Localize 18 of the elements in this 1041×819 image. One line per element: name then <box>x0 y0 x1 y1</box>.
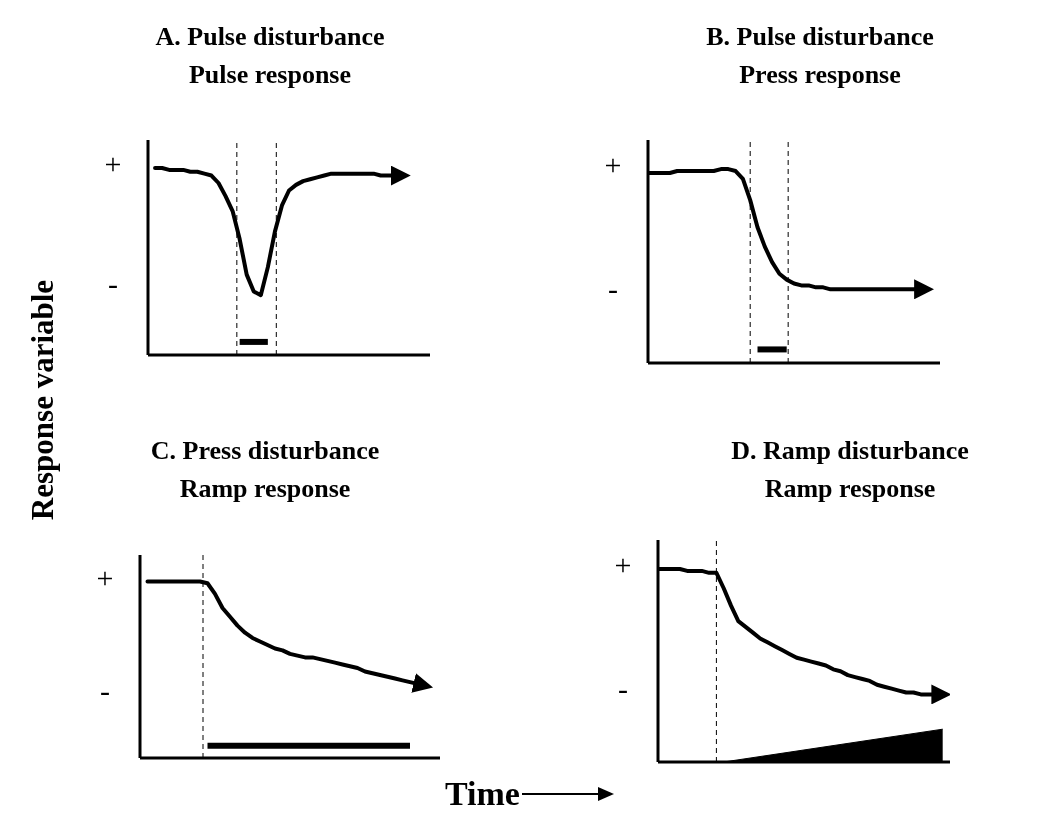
text: - <box>107 265 119 302</box>
chart-title: A. Pulse disturbance <box>154 21 386 53</box>
text: - <box>99 672 111 709</box>
text: + <box>613 547 633 584</box>
text: + <box>603 147 623 184</box>
chart-subtitle: Pulse response <box>188 59 352 91</box>
chart-subtitle: Ramp response <box>763 473 937 505</box>
text: + <box>95 559 115 596</box>
chart-subtitle: Press response <box>738 59 902 91</box>
text: - <box>617 670 629 707</box>
text: - <box>607 271 619 308</box>
chart-title: C. Press disturbance <box>149 435 381 467</box>
chart-title: B. Pulse disturbance <box>705 21 935 53</box>
chart-subtitle: Ramp response <box>178 473 352 505</box>
chart-title: D. Ramp disturbance <box>730 435 970 467</box>
x-axis-title: Time <box>445 774 520 814</box>
text: + <box>103 146 123 183</box>
y-axis-title: Response variable <box>24 278 61 523</box>
